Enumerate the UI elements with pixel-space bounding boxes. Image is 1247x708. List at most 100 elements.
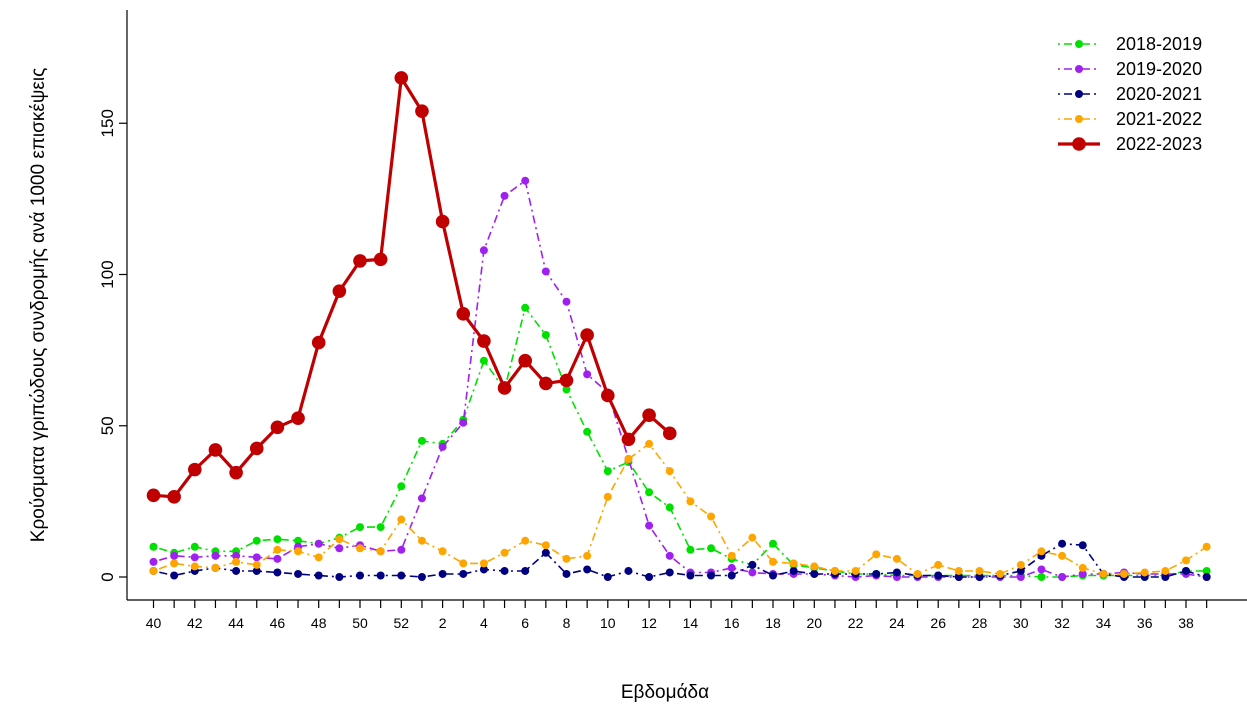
- data-point: [211, 563, 220, 572]
- data-point: [397, 482, 406, 491]
- data-point: [642, 408, 656, 422]
- data-point: [1037, 547, 1046, 556]
- data-point: [273, 545, 282, 554]
- data-point: [417, 436, 426, 445]
- x-tick-label: 34: [1096, 615, 1112, 631]
- series-2021-2022: [149, 439, 1211, 578]
- data-point: [727, 551, 736, 560]
- data-point: [769, 539, 777, 548]
- data-point: [170, 559, 179, 568]
- y-axis: 0 50 100 150: [98, 10, 128, 600]
- legend-label: 2019-2020: [1116, 59, 1202, 79]
- data-point: [624, 455, 633, 464]
- data-point: [645, 573, 654, 581]
- data-point: [397, 515, 406, 524]
- x-tick-label: 46: [270, 615, 286, 631]
- series-line: [153, 306, 1207, 578]
- data-point: [232, 566, 241, 575]
- data-point: [459, 569, 468, 578]
- data-point: [954, 573, 963, 581]
- data-point: [1078, 563, 1087, 572]
- series-line: [153, 542, 1207, 578]
- data-point: [562, 385, 571, 394]
- data-point: [1161, 573, 1170, 581]
- data-point: [603, 467, 612, 476]
- x-tick-label: 40: [146, 615, 162, 631]
- data-point: [603, 492, 612, 501]
- x-tick-label: 4: [480, 615, 488, 631]
- data-point: [665, 467, 674, 476]
- data-point: [851, 566, 860, 575]
- series-line: [153, 76, 671, 499]
- data-point: [562, 569, 571, 578]
- data-point: [376, 571, 385, 580]
- x-tick-label: 6: [521, 615, 529, 631]
- data-point: [500, 566, 509, 575]
- data-point: [559, 373, 574, 388]
- y-axis-label: Κρούσματα γριπώδους συνδρομής ανά 1000 ε…: [28, 68, 49, 542]
- data-point: [249, 441, 264, 456]
- data-point: [934, 571, 943, 580]
- plot-series: [146, 71, 1211, 581]
- data-point: [294, 547, 303, 556]
- data-point: [335, 535, 344, 544]
- data-point: [954, 566, 963, 575]
- data-point: [665, 503, 674, 512]
- data-point: [417, 573, 426, 581]
- data-point: [500, 548, 509, 557]
- legend-label: 2018-2019: [1116, 34, 1202, 54]
- x-tick-label: 36: [1137, 615, 1153, 631]
- data-point: [645, 439, 654, 448]
- data-point: [1037, 565, 1046, 574]
- data-point: [252, 566, 261, 575]
- data-point: [769, 571, 777, 580]
- data-point: [1182, 566, 1190, 575]
- data-point: [810, 569, 819, 578]
- data-point: [273, 568, 282, 577]
- data-point: [438, 569, 447, 578]
- data-point: [872, 569, 881, 578]
- data-point: [810, 562, 819, 571]
- data-point: [208, 443, 223, 457]
- data-point: [541, 548, 550, 557]
- data-point: [170, 551, 179, 560]
- legend-marker: [1072, 137, 1086, 151]
- x-tick-label: 44: [228, 615, 244, 631]
- data-point: [1016, 573, 1025, 581]
- data-point: [645, 521, 654, 530]
- data-point: [252, 536, 261, 545]
- data-point: [872, 550, 881, 559]
- x-tick-label: 12: [641, 615, 657, 631]
- data-point: [583, 370, 592, 379]
- data-point: [748, 533, 757, 542]
- data-point: [1078, 541, 1087, 550]
- x-tick-label: 38: [1178, 615, 1194, 631]
- data-point: [311, 335, 326, 350]
- data-point: [521, 536, 530, 545]
- data-point: [789, 566, 798, 575]
- data-point: [1202, 566, 1211, 575]
- data-point: [621, 432, 636, 447]
- data-point: [521, 176, 530, 185]
- legend-item: 2019-2020: [1058, 59, 1202, 79]
- x-tick-label: 10: [600, 615, 616, 631]
- data-point: [892, 568, 901, 577]
- data-point: [190, 562, 199, 571]
- data-point: [1120, 569, 1129, 578]
- data-point: [975, 573, 984, 581]
- x-tick-label: 14: [683, 615, 699, 631]
- data-point: [727, 571, 736, 580]
- data-point: [541, 541, 550, 550]
- data-point: [188, 462, 202, 477]
- data-point: [892, 554, 901, 563]
- series-2022-2023: [146, 71, 677, 504]
- x-tick-label: 20: [807, 615, 823, 631]
- data-point: [1078, 569, 1087, 578]
- data-point: [603, 573, 612, 581]
- data-point: [1058, 551, 1067, 560]
- data-point: [479, 246, 488, 255]
- x-tick-label: 42: [187, 615, 203, 631]
- data-point: [456, 307, 471, 321]
- data-point: [1202, 573, 1211, 581]
